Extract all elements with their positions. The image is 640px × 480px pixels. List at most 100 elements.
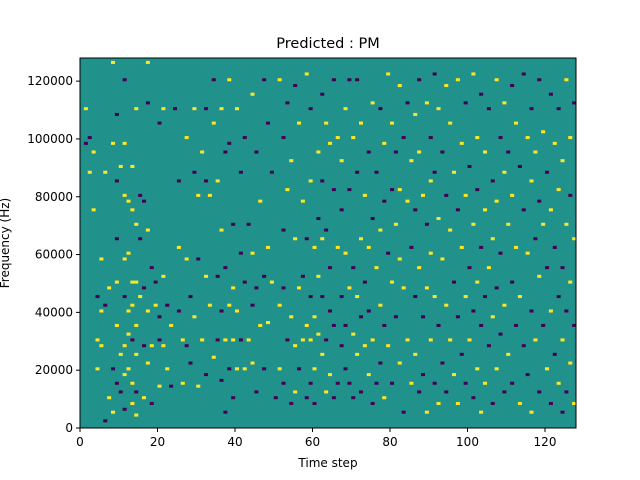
heatmap-cell	[417, 78, 422, 82]
heatmap-cell	[366, 245, 371, 249]
heatmap-cell	[293, 237, 298, 241]
heatmap-cell	[204, 274, 209, 278]
heatmap-cell	[432, 72, 437, 76]
heatmap-cell	[521, 72, 526, 76]
heatmap-cell	[277, 303, 282, 307]
heatmap-cell	[552, 352, 557, 356]
heatmap-cell	[161, 274, 166, 278]
heatmap-cell	[227, 78, 232, 82]
heatmap-cell	[556, 381, 561, 385]
heatmap-cell	[126, 332, 131, 336]
heatmap-cell	[463, 381, 468, 385]
heatmap-cell	[250, 303, 255, 307]
heatmap-cells	[83, 60, 577, 423]
heatmap-cell	[483, 295, 488, 299]
heatmap-cell	[254, 150, 259, 154]
heatmap-cell	[324, 390, 329, 394]
heatmap-cell	[184, 136, 189, 140]
heatmap-cell	[308, 338, 313, 342]
heatmap-cell	[145, 309, 150, 313]
heatmap-cell	[339, 208, 344, 212]
heatmap-cell	[568, 136, 573, 140]
heatmap-cell	[479, 323, 484, 327]
heatmap-cell	[405, 199, 410, 203]
heatmap-cell	[262, 78, 267, 82]
heatmap-cell	[192, 107, 197, 111]
heatmap-cell	[533, 237, 538, 241]
heatmap-cell	[285, 338, 290, 342]
heatmap-cell	[471, 309, 476, 313]
heatmap-cell	[300, 274, 305, 278]
x-tick-label: 0	[76, 435, 84, 449]
chart-title: Predicted : PM	[276, 36, 379, 52]
heatmap-cell	[196, 257, 201, 261]
heatmap-cell	[281, 136, 286, 140]
heatmap-cell	[173, 107, 178, 111]
heatmap-cell	[463, 101, 468, 105]
heatmap-cell	[192, 315, 197, 319]
heatmap-cell	[564, 309, 569, 313]
heatmap-cell	[192, 170, 197, 174]
heatmap-cell	[219, 107, 224, 111]
heatmap-cell	[440, 150, 445, 154]
heatmap-cell	[490, 237, 495, 241]
heatmap-cell	[494, 199, 499, 203]
heatmap-cell	[455, 315, 460, 319]
heatmap-cell	[397, 361, 402, 365]
heatmap-cell	[149, 401, 154, 406]
heatmap-cell	[378, 228, 383, 232]
heatmap-cell	[285, 101, 290, 105]
heatmap-cell	[122, 257, 127, 261]
heatmap-cell	[548, 208, 553, 212]
heatmap-cell	[459, 245, 464, 249]
heatmap-cell	[180, 338, 185, 342]
heatmap-cell	[479, 410, 484, 414]
heatmap-cell	[293, 344, 298, 348]
heatmap-cell	[560, 338, 565, 342]
heatmap-cell	[471, 396, 476, 400]
heatmap-cell	[207, 193, 212, 197]
heatmap-cell	[316, 216, 321, 221]
heatmap-cell	[118, 164, 123, 168]
heatmap-cell	[99, 257, 104, 261]
x-tick-label: 120	[534, 435, 557, 449]
heatmap-cell	[397, 257, 402, 261]
heatmap-cell	[324, 121, 329, 125]
heatmap-cell	[486, 266, 491, 270]
heatmap-cell	[304, 396, 309, 400]
x-tick-label: 100	[456, 435, 479, 449]
heatmap-cell	[99, 344, 104, 348]
heatmap-cell	[335, 136, 340, 140]
heatmap-cell	[142, 344, 147, 348]
heatmap-cell	[238, 170, 243, 174]
heatmap-cell	[130, 381, 135, 385]
heatmap-cell	[266, 245, 271, 249]
heatmap-cell	[486, 107, 491, 111]
heatmap-cell	[355, 78, 360, 82]
heatmap-cell	[432, 295, 437, 299]
heatmap-cell	[386, 72, 391, 76]
heatmap-cell	[266, 321, 271, 325]
heatmap-cell	[428, 136, 433, 140]
heatmap-cell	[316, 332, 321, 336]
heatmap-cell	[494, 367, 499, 371]
heatmap-cell	[328, 309, 333, 313]
heatmap-cell	[126, 367, 131, 371]
heatmap-cell	[262, 367, 267, 371]
heatmap-cell	[568, 361, 573, 365]
heatmap-cell	[374, 266, 379, 270]
heatmap-cell	[134, 413, 139, 417]
heatmap-cell	[324, 338, 329, 342]
heatmap-cell	[161, 107, 166, 111]
heatmap-cell	[204, 373, 209, 377]
heatmap-cell	[312, 315, 317, 319]
y-axis-ticks: 0 20000 40000 60000 80000 100000 120000	[27, 74, 80, 435]
heatmap-cell	[235, 309, 240, 313]
heatmap-cell	[308, 107, 313, 111]
heatmap-cell	[386, 251, 391, 255]
heatmap-cell	[537, 390, 542, 394]
heatmap-cell	[564, 78, 569, 82]
heatmap-cell	[506, 352, 511, 356]
heatmap-cell	[215, 338, 220, 342]
heatmap-cell	[440, 361, 445, 365]
